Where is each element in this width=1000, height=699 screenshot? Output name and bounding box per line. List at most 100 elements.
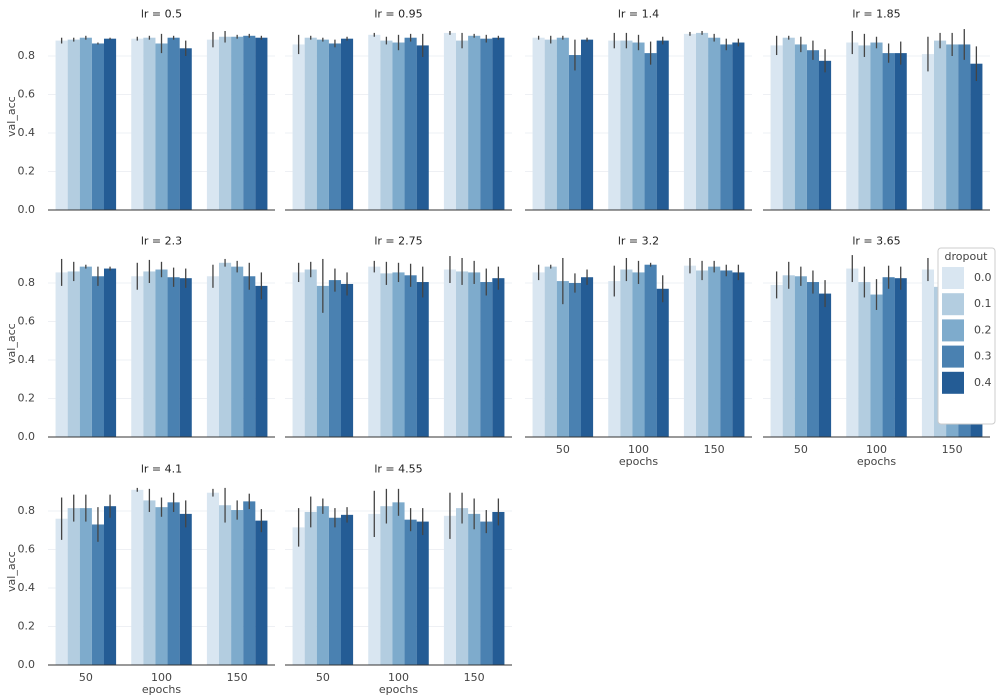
bar bbox=[404, 37, 417, 211]
bar bbox=[328, 280, 341, 437]
bar bbox=[255, 37, 268, 211]
bar bbox=[468, 272, 481, 437]
bar bbox=[794, 276, 807, 437]
bar bbox=[55, 518, 68, 665]
bar bbox=[806, 282, 819, 437]
bar bbox=[921, 54, 935, 211]
legend-swatch bbox=[942, 371, 964, 394]
bar bbox=[770, 45, 783, 210]
bar bbox=[556, 37, 569, 211]
x-axis-label: epochs bbox=[379, 683, 418, 696]
bar bbox=[179, 513, 192, 665]
facet-title: lr = 2.75 bbox=[374, 234, 422, 247]
bar bbox=[608, 40, 621, 210]
bar bbox=[219, 36, 232, 210]
y-tick-label: 0.6 bbox=[18, 315, 36, 328]
bar bbox=[55, 272, 68, 437]
bar bbox=[532, 37, 545, 211]
bar bbox=[67, 271, 80, 437]
bar bbox=[782, 275, 795, 437]
bar bbox=[103, 268, 117, 437]
bar bbox=[532, 272, 545, 437]
bar bbox=[934, 40, 947, 210]
bar bbox=[806, 50, 819, 210]
legend-swatch bbox=[942, 345, 964, 368]
legend-title: dropout bbox=[945, 250, 989, 263]
bar bbox=[632, 272, 645, 437]
bar bbox=[131, 489, 144, 665]
bar bbox=[696, 270, 709, 437]
bar bbox=[380, 273, 393, 437]
bar bbox=[155, 269, 168, 437]
bar bbox=[492, 278, 505, 437]
y-tick-label: 0.2 bbox=[18, 165, 36, 178]
bar bbox=[340, 283, 354, 437]
bar bbox=[608, 281, 621, 437]
bar bbox=[656, 40, 669, 210]
x-axis-label: epochs bbox=[619, 455, 658, 468]
bar bbox=[468, 35, 481, 210]
x-tick-label: 150 bbox=[227, 671, 248, 684]
bar bbox=[292, 527, 305, 665]
bar bbox=[143, 37, 156, 211]
bar bbox=[770, 284, 783, 437]
bar bbox=[544, 39, 557, 211]
bar bbox=[620, 269, 633, 437]
x-tick-label: 150 bbox=[704, 443, 725, 456]
bar bbox=[580, 277, 594, 437]
x-axis-label: epochs bbox=[142, 683, 181, 696]
x-tick-label: 150 bbox=[464, 671, 485, 684]
bar bbox=[179, 278, 192, 437]
bar bbox=[67, 508, 80, 665]
bar bbox=[732, 272, 745, 437]
bar bbox=[782, 37, 795, 211]
bar bbox=[894, 278, 907, 437]
bar bbox=[846, 268, 859, 437]
bar bbox=[131, 276, 144, 437]
legend-label: 0.2 bbox=[974, 323, 992, 336]
bar bbox=[328, 43, 341, 210]
bar bbox=[416, 521, 429, 665]
legend-label: 0.3 bbox=[974, 350, 992, 363]
bar bbox=[79, 508, 92, 665]
bar bbox=[416, 45, 429, 210]
bar bbox=[103, 506, 117, 665]
x-tick-label: 50 bbox=[556, 443, 570, 456]
legend-label: 0.1 bbox=[974, 297, 992, 310]
y-tick-label: 0.4 bbox=[18, 581, 36, 594]
bar bbox=[231, 266, 244, 437]
y-axis-label: val_acc bbox=[5, 96, 18, 137]
bar bbox=[732, 42, 745, 211]
legend-swatch bbox=[942, 267, 964, 289]
bar bbox=[708, 37, 721, 211]
x-tick-label: 100 bbox=[866, 443, 887, 456]
facet-title: lr = 1.4 bbox=[618, 7, 659, 20]
x-tick-label: 100 bbox=[151, 671, 172, 684]
bar bbox=[946, 44, 959, 211]
y-tick-label: 0.0 bbox=[18, 430, 36, 443]
bar bbox=[219, 505, 232, 665]
bar bbox=[858, 45, 871, 210]
bar bbox=[443, 515, 457, 665]
bar bbox=[456, 508, 469, 665]
bar bbox=[656, 288, 669, 437]
bar bbox=[644, 53, 657, 210]
bar bbox=[720, 44, 733, 211]
bar bbox=[316, 506, 329, 665]
bar bbox=[632, 42, 645, 211]
bar bbox=[492, 37, 505, 211]
bar bbox=[231, 36, 244, 210]
x-tick-label: 50 bbox=[316, 671, 330, 684]
bar bbox=[580, 39, 594, 211]
bar bbox=[91, 43, 104, 210]
bar bbox=[368, 266, 381, 437]
bar bbox=[958, 44, 971, 211]
bar bbox=[67, 39, 80, 211]
bar bbox=[368, 513, 381, 665]
bar bbox=[882, 53, 895, 210]
bar bbox=[292, 44, 305, 211]
bar bbox=[316, 39, 329, 211]
y-tick-label: 0.8 bbox=[18, 504, 36, 517]
bar bbox=[620, 40, 633, 210]
